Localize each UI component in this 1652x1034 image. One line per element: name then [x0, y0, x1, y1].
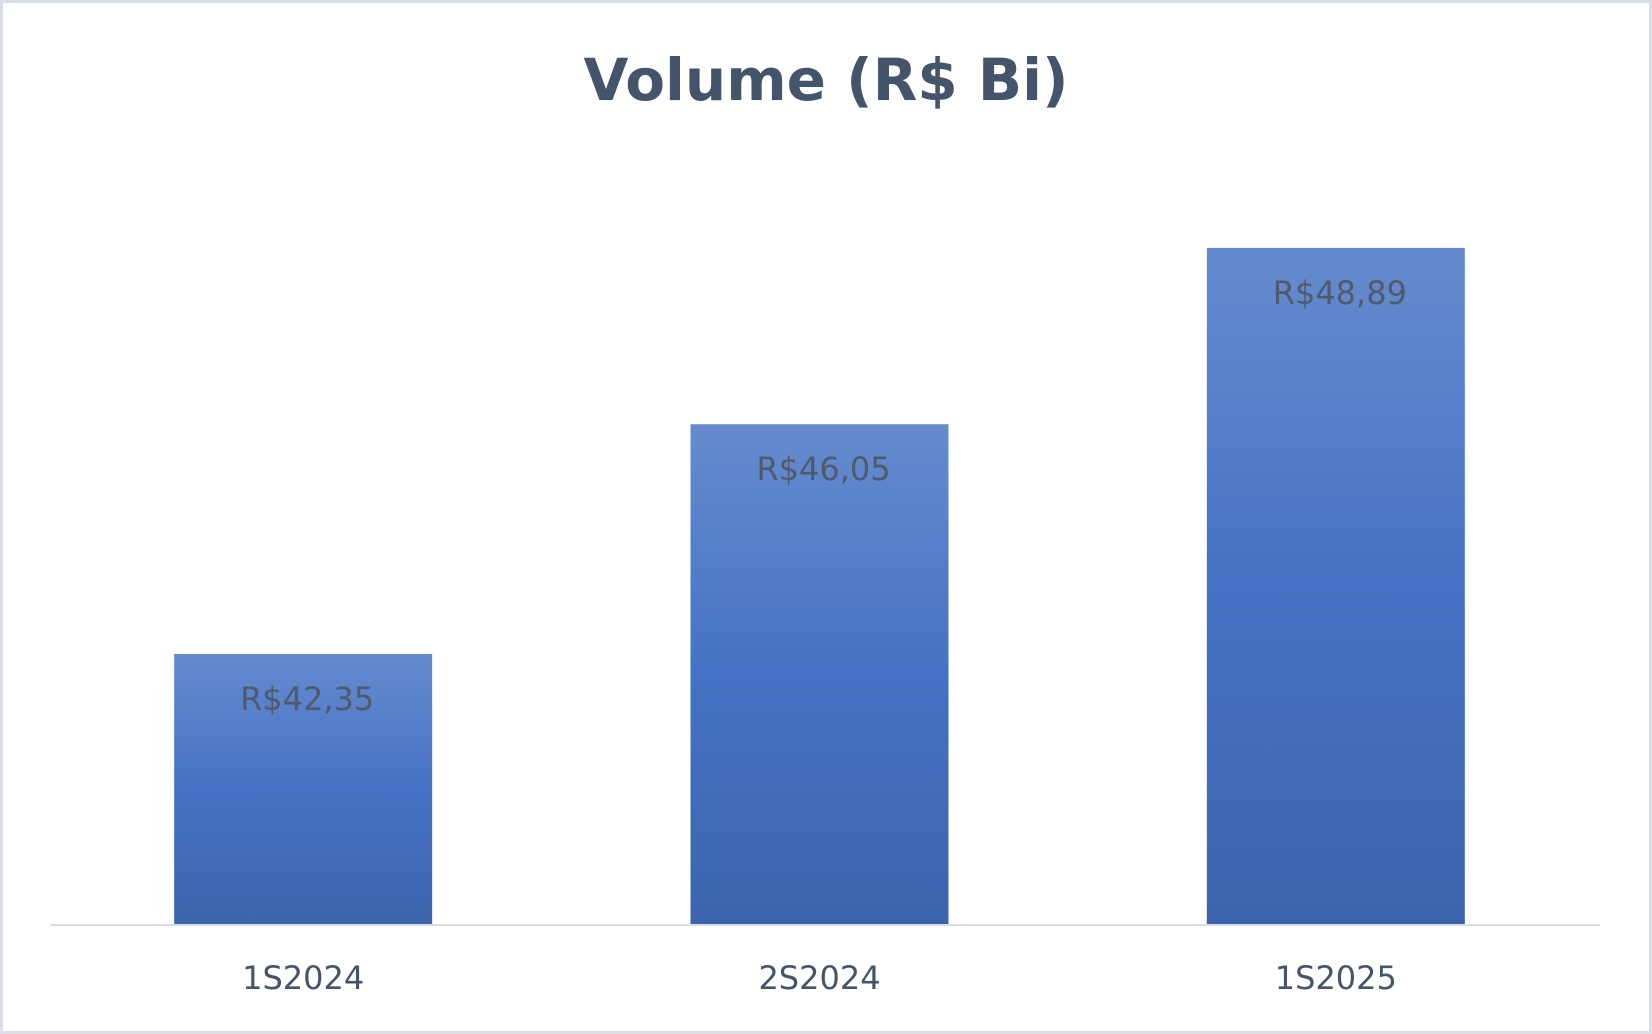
data-label: R$48,89 — [1273, 274, 1407, 312]
chart-title: Volume (R$ Bi) — [583, 46, 1068, 114]
x-tick-label: 1S2025 — [1275, 959, 1397, 997]
data-label: R$46,05 — [756, 450, 890, 488]
data-label: R$42,35 — [240, 680, 374, 718]
x-tick-label: 1S2024 — [242, 959, 364, 997]
x-tick-label: 2S2024 — [758, 959, 880, 997]
bar — [174, 653, 433, 924]
bar — [1206, 247, 1465, 925]
bar — [690, 424, 949, 924]
